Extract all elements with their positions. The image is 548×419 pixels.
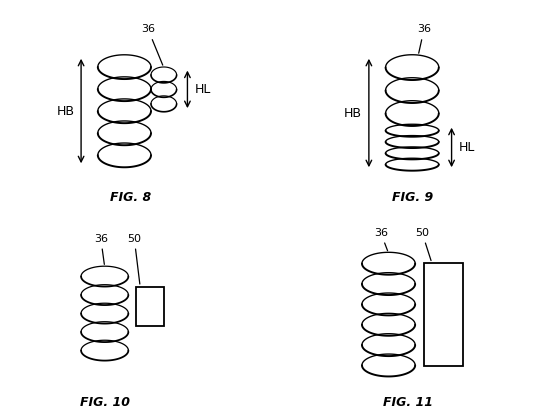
Text: FIG. 11: FIG. 11 — [383, 396, 433, 409]
Bar — [424, 263, 464, 365]
Text: HB: HB — [56, 104, 75, 118]
Text: 36: 36 — [94, 233, 108, 264]
Text: 36: 36 — [417, 24, 431, 53]
Text: HL: HL — [195, 83, 212, 96]
Text: HB: HB — [344, 106, 362, 119]
Text: 36: 36 — [374, 228, 387, 251]
Bar — [136, 287, 164, 326]
Text: FIG. 9: FIG. 9 — [392, 191, 433, 204]
Text: 50: 50 — [415, 228, 431, 261]
Text: 36: 36 — [141, 24, 163, 65]
Text: 50: 50 — [127, 233, 141, 284]
Text: FIG. 8: FIG. 8 — [110, 191, 151, 204]
Text: HL: HL — [459, 141, 476, 154]
Text: FIG. 10: FIG. 10 — [79, 396, 130, 409]
